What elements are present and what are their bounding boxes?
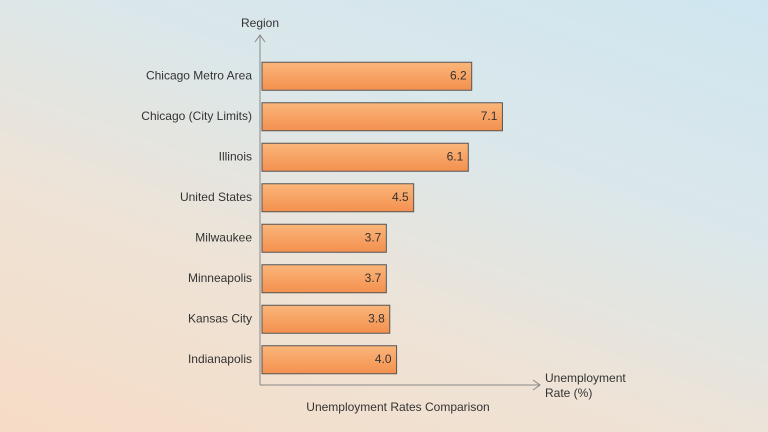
y-tick-label: Kansas City: [188, 311, 252, 325]
y-tick-label: Milwaukee: [195, 230, 252, 244]
y-tick-label: Chicago (City Limits): [141, 109, 252, 123]
value-label: 6.2: [450, 68, 467, 82]
bar: [261, 304, 391, 334]
y-tick-label: Minneapolis: [188, 271, 252, 285]
bar: [261, 264, 387, 294]
x-axis-label: Unemployment Rate (%): [545, 371, 626, 400]
bar: [261, 183, 415, 213]
value-label: 7.1: [481, 109, 498, 123]
bar: [261, 223, 387, 253]
value-label: 3.7: [365, 271, 382, 285]
bar: [261, 61, 473, 91]
y-tick-label: Indianapolis: [188, 352, 252, 366]
value-label: 3.7: [365, 230, 382, 244]
value-label: 4.5: [392, 190, 409, 204]
chart-title: Unemployment Rates Comparison: [306, 400, 489, 414]
value-label: 4.0: [375, 352, 392, 366]
bar: [261, 102, 503, 132]
y-axis-label: Region: [241, 16, 279, 30]
value-label: 3.8: [368, 311, 385, 325]
y-tick-label: Chicago Metro Area: [146, 68, 252, 82]
bar: [261, 142, 469, 172]
axes: [254, 34, 541, 391]
y-tick-label: United States: [180, 190, 252, 204]
y-tick-label: Illinois: [219, 149, 252, 163]
bar: [261, 345, 398, 375]
value-label: 6.1: [447, 149, 464, 163]
